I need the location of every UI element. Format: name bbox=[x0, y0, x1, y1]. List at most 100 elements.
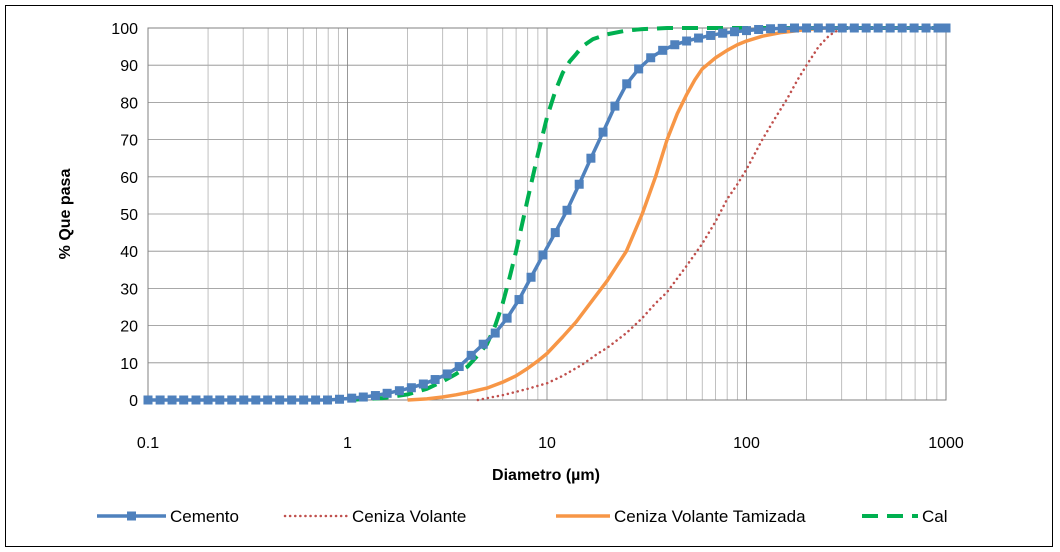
data-point bbox=[873, 23, 883, 33]
data-point bbox=[682, 36, 692, 46]
data-point bbox=[921, 23, 931, 33]
legend-label: Ceniza Volante Tamizada bbox=[614, 507, 806, 526]
data-point bbox=[490, 328, 500, 338]
data-point bbox=[347, 393, 357, 403]
series-line-ceniza-volante bbox=[476, 26, 868, 402]
data-point bbox=[466, 350, 476, 360]
data-point bbox=[143, 395, 153, 405]
data-point bbox=[658, 45, 668, 55]
data-point bbox=[454, 362, 464, 372]
x-tick-label: 100 bbox=[733, 435, 760, 452]
data-point bbox=[203, 395, 213, 405]
legend-item: Ceniza Volante bbox=[283, 507, 466, 526]
legend-marker bbox=[127, 511, 136, 521]
data-point bbox=[742, 26, 751, 36]
data-point bbox=[777, 23, 787, 33]
data-point bbox=[406, 383, 416, 393]
legend: Cemento Ceniza Volante Ceniza Volante Tami… bbox=[97, 507, 948, 526]
plot-area bbox=[147, 27, 947, 401]
data-point bbox=[538, 250, 548, 260]
data-point bbox=[502, 313, 512, 323]
data-point bbox=[382, 388, 392, 398]
data-point bbox=[586, 153, 596, 163]
legend-label: Cal bbox=[922, 507, 948, 526]
y-tick-label: 40 bbox=[120, 244, 138, 261]
y-tick-label: 0 bbox=[129, 393, 138, 410]
data-point bbox=[215, 395, 225, 405]
data-point bbox=[754, 24, 764, 34]
data-point bbox=[730, 27, 740, 37]
data-point bbox=[849, 23, 859, 33]
data-point bbox=[323, 395, 333, 405]
data-point bbox=[610, 101, 620, 111]
data-point bbox=[179, 395, 189, 405]
data-point bbox=[694, 33, 704, 43]
grid bbox=[147, 27, 946, 401]
data-point bbox=[933, 23, 943, 33]
data-point bbox=[442, 369, 452, 379]
data-point bbox=[358, 392, 368, 402]
data-point bbox=[251, 395, 261, 405]
data-point bbox=[239, 395, 249, 405]
y-tick-label: 80 bbox=[120, 95, 138, 112]
legend-label: Ceniza Volante bbox=[352, 507, 466, 526]
tick-labels: 0 10 20 30 40 50 60 70 80 90 100 0.1 1 10 100 1000 bbox=[111, 21, 964, 452]
x-tick-label: 1000 bbox=[928, 435, 964, 452]
data-point bbox=[598, 127, 608, 137]
legend-item: Cal bbox=[862, 507, 948, 526]
data-point bbox=[885, 23, 895, 33]
data-point bbox=[802, 23, 812, 33]
data-point bbox=[574, 179, 584, 189]
y-tick-label: 70 bbox=[120, 133, 138, 150]
legend-item: Cemento bbox=[97, 507, 239, 526]
data-point bbox=[825, 23, 835, 33]
data-point bbox=[275, 395, 285, 405]
y-tick-label: 60 bbox=[120, 170, 138, 187]
data-point bbox=[789, 23, 799, 33]
data-point bbox=[813, 23, 823, 33]
data-point bbox=[263, 395, 273, 405]
data-point bbox=[299, 395, 309, 405]
data-point bbox=[311, 395, 321, 405]
data-point bbox=[526, 272, 536, 282]
data-point bbox=[861, 23, 871, 33]
data-point bbox=[646, 53, 656, 63]
data-point bbox=[766, 24, 776, 34]
data-point bbox=[670, 40, 680, 50]
data-point bbox=[718, 28, 728, 38]
legend-label: Cemento bbox=[170, 507, 239, 526]
data-point bbox=[837, 23, 847, 33]
x-tick-label: 10 bbox=[538, 435, 556, 452]
data-point bbox=[562, 205, 572, 215]
y-tick-label: 90 bbox=[120, 58, 138, 75]
data-point bbox=[418, 379, 428, 389]
series-line-ceniza-volante-tamizada bbox=[407, 26, 827, 402]
data-point bbox=[287, 395, 297, 405]
x-tick-label: 1 bbox=[343, 435, 352, 452]
y-tick-label: 100 bbox=[111, 21, 138, 38]
data-point bbox=[634, 64, 644, 74]
data-point bbox=[941, 23, 951, 33]
data-point bbox=[706, 30, 716, 40]
x-tick-label: 0.1 bbox=[137, 435, 159, 452]
data-point bbox=[430, 375, 440, 385]
data-point bbox=[191, 395, 201, 405]
x-axis-title: Diametro (µm) bbox=[492, 467, 600, 484]
y-tick-label: 30 bbox=[120, 281, 138, 298]
data-point bbox=[370, 391, 380, 401]
data-point bbox=[394, 386, 404, 396]
y-tick-label: 20 bbox=[120, 319, 138, 336]
y-tick-label: 50 bbox=[120, 207, 138, 224]
data-point bbox=[335, 394, 345, 404]
data-point bbox=[514, 295, 524, 305]
y-axis-title: % Que pasa bbox=[57, 169, 74, 260]
data-point bbox=[550, 228, 560, 238]
data-point bbox=[227, 395, 237, 405]
data-point bbox=[622, 79, 632, 89]
data-point bbox=[909, 23, 919, 33]
data-point bbox=[897, 23, 907, 33]
series-line-cal bbox=[347, 26, 946, 402]
y-tick-label: 10 bbox=[120, 356, 138, 373]
data-point bbox=[155, 395, 165, 405]
